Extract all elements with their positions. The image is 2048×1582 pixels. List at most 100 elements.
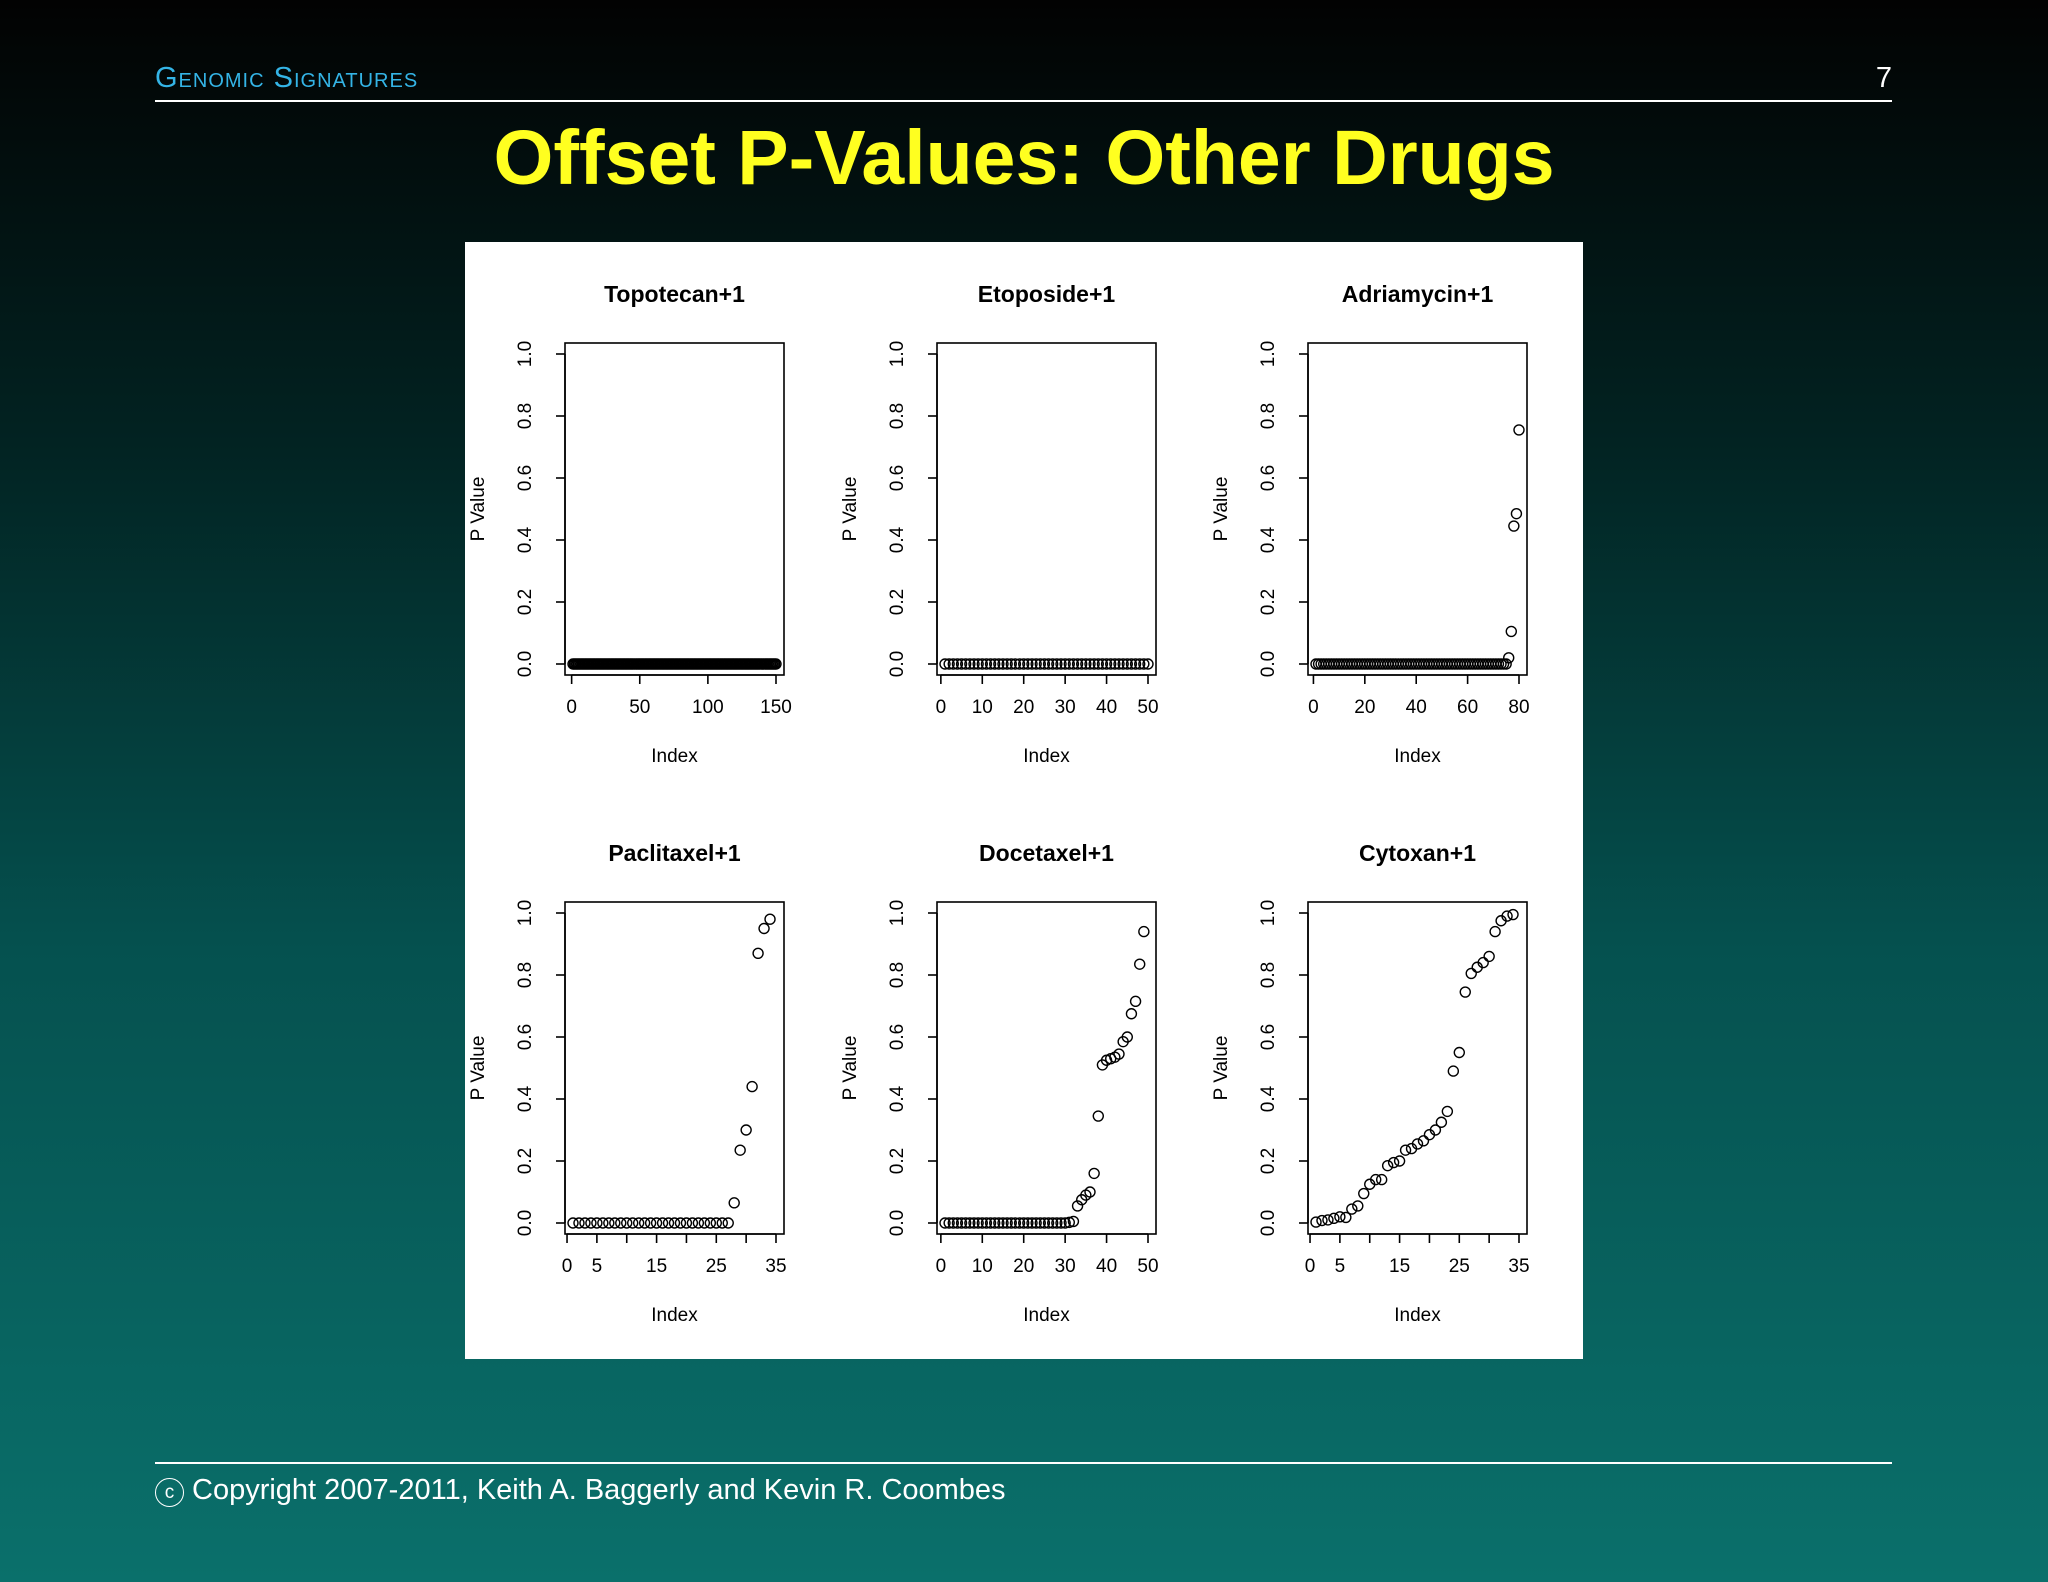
data-point — [943, 658, 955, 670]
data-point — [1013, 658, 1026, 670]
data-point — [770, 658, 782, 670]
data-point — [1005, 1217, 1017, 1229]
x-tick-label: 30 — [1055, 1256, 1076, 1277]
data-point — [579, 1217, 591, 1229]
data-point — [1121, 658, 1133, 670]
x-axis-label: Index — [1394, 746, 1441, 767]
x-tick-label: 15 — [1389, 1256, 1410, 1277]
data-point — [1055, 1217, 1067, 1229]
x-axis-label: Index — [651, 1305, 698, 1326]
data-point — [1063, 1216, 1075, 1229]
data-point — [567, 1217, 579, 1229]
data-point — [1340, 1211, 1352, 1224]
data-point — [1316, 1214, 1328, 1227]
x-axis-label: Index — [651, 746, 698, 767]
data-point — [1483, 950, 1495, 963]
x-tick-label: 20 — [1013, 697, 1034, 718]
data-point — [1393, 1155, 1406, 1167]
plot-box — [564, 342, 785, 676]
y-tick-label: 0.4 — [887, 526, 908, 553]
data-point — [692, 1217, 705, 1229]
data-point — [1501, 910, 1513, 922]
data-point — [964, 658, 976, 670]
data-point — [947, 658, 959, 670]
plot-box — [1307, 342, 1528, 676]
y-tick-label: 1.0 — [887, 341, 908, 367]
data-point — [968, 658, 980, 670]
data-point — [947, 1217, 959, 1229]
x-tick-label: 0 — [566, 697, 577, 718]
y-tick-label: 0.2 — [1258, 589, 1279, 615]
x-tick-label: 5 — [1335, 1256, 1346, 1277]
data-point — [1429, 1124, 1442, 1136]
data-point — [1134, 958, 1146, 970]
data-point — [1500, 658, 1512, 670]
data-point — [1030, 658, 1042, 670]
data-point — [1346, 1203, 1358, 1215]
data-point — [1334, 1211, 1346, 1223]
copyright: c Copyright 2007-2011, Keith A. Baggerly … — [155, 1474, 1006, 1507]
y-tick-label: 0.6 — [515, 1024, 536, 1050]
y-tick-label: 0.8 — [515, 962, 536, 988]
data-point — [1113, 658, 1125, 670]
y-tick-label: 0.8 — [887, 403, 908, 429]
y-tick-label: 1.0 — [1258, 341, 1279, 367]
plot-panel: Topotecan+1 0 50 100 150 Index 0.0 0.2 0.4 0.6 0.8… — [465, 242, 1583, 1359]
data-point — [1125, 658, 1138, 670]
y-axis-label: P Value — [840, 1036, 861, 1101]
y-tick-label: 0.4 — [887, 1085, 908, 1112]
data-point — [1381, 1159, 1394, 1172]
data-point — [1001, 1217, 1013, 1229]
data-point — [597, 1217, 609, 1229]
footer-rule — [155, 1462, 1892, 1464]
x-tick-label: 0 — [1305, 1256, 1316, 1277]
data-point — [1138, 925, 1150, 938]
data-point — [1441, 1105, 1454, 1118]
data-point — [1080, 658, 1092, 670]
data-point — [585, 1217, 597, 1229]
x-tick-label: 150 — [760, 697, 792, 718]
data-point — [1076, 658, 1088, 670]
data-point — [1399, 1144, 1412, 1156]
data-point — [1510, 507, 1523, 520]
x-tick-label: 35 — [765, 1256, 786, 1277]
plot-box — [936, 901, 1157, 1235]
data-point — [734, 1144, 746, 1156]
data-point — [1310, 1216, 1322, 1228]
data-point — [984, 1217, 997, 1229]
copyright-text: Copyright 2007-2011, Keith A. Baggerly a… — [192, 1474, 1006, 1506]
data-point — [1092, 658, 1104, 670]
data-point — [989, 1217, 1001, 1229]
x-tick-label: 20 — [1013, 1256, 1034, 1277]
x-tick-label: 0 — [1308, 697, 1319, 718]
y-tick-label: 0.8 — [515, 403, 536, 429]
data-point — [1505, 625, 1517, 638]
data-point — [1100, 658, 1113, 670]
data-point — [1109, 658, 1121, 670]
data-point — [716, 1217, 728, 1229]
y-axis-label: P Value — [468, 1036, 489, 1101]
data-point — [1051, 658, 1063, 670]
data-point — [955, 1217, 968, 1229]
y-tick-label: 0.6 — [887, 465, 908, 491]
x-tick-label: 60 — [1457, 697, 1478, 718]
x-tick-label: 40 — [1406, 697, 1427, 718]
x-axis-label: Index — [1023, 746, 1070, 767]
data-point — [1022, 658, 1034, 670]
slide-title: Offset P-Values: Other Drugs — [493, 115, 1555, 201]
data-point — [972, 1217, 984, 1229]
plot-paclitaxel-1: Paclitaxel+1 0 5 15 25 35 Index 0.0 0.2 0.4 0.6 0.8… — [468, 840, 787, 1326]
data-point — [980, 658, 993, 670]
data-point — [997, 1217, 1009, 1229]
data-point — [1084, 1186, 1096, 1198]
data-point — [1067, 1215, 1080, 1228]
y-tick-label: 0.4 — [1258, 526, 1279, 553]
data-point — [627, 1217, 639, 1229]
y-tick-label: 0.0 — [1258, 651, 1279, 677]
data-point — [1370, 1173, 1382, 1186]
data-point — [1026, 1217, 1038, 1229]
data-point — [939, 1217, 951, 1229]
data-point — [632, 1217, 645, 1229]
data-point — [573, 1217, 585, 1229]
x-tick-label: 40 — [1096, 697, 1117, 718]
